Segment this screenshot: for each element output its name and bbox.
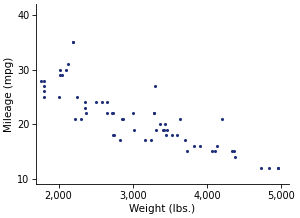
Point (214, 144, 219, 148)
Point (143, 139, 148, 142)
Point (175, 133, 180, 137)
Point (64, 68, 68, 71)
Point (82, 106, 87, 109)
Point (151, 111, 156, 115)
Point (41, 95, 46, 99)
Point (233, 155, 238, 158)
Point (132, 128, 137, 131)
Point (41, 84, 46, 88)
Point (41, 90, 46, 93)
X-axis label: Weight (lbs.): Weight (lbs.) (130, 204, 196, 214)
Point (130, 111, 135, 115)
Point (118, 139, 123, 142)
Point (177, 117, 182, 120)
Point (231, 150, 236, 153)
Point (56, 95, 61, 99)
Point (153, 84, 158, 88)
Point (149, 139, 154, 142)
Point (66, 62, 70, 66)
Point (209, 150, 214, 153)
Point (84, 111, 88, 115)
Point (58, 73, 62, 77)
Point (165, 128, 170, 131)
Point (276, 166, 281, 170)
Point (71, 41, 76, 44)
Point (169, 133, 174, 137)
Point (71, 41, 76, 44)
Point (104, 100, 109, 104)
Point (267, 166, 272, 170)
Point (192, 144, 197, 148)
Point (99, 100, 104, 104)
Point (104, 111, 109, 115)
Point (220, 117, 224, 120)
Point (184, 150, 189, 153)
Point (160, 128, 165, 131)
Point (153, 128, 158, 131)
Point (93, 100, 98, 104)
Y-axis label: Mileage (mpg): Mileage (mpg) (4, 56, 14, 132)
Point (157, 122, 162, 126)
Point (110, 133, 115, 137)
Point (182, 139, 187, 142)
Point (119, 117, 124, 120)
Point (151, 111, 156, 115)
Point (41, 79, 46, 82)
Point (164, 133, 168, 137)
Point (75, 95, 80, 99)
Point (38, 79, 43, 82)
Point (121, 117, 126, 120)
Point (60, 73, 65, 77)
Point (197, 144, 202, 148)
Point (110, 111, 115, 115)
Point (78, 117, 83, 120)
Point (73, 117, 77, 120)
Point (83, 100, 88, 104)
Point (212, 150, 217, 153)
Point (276, 166, 281, 170)
Point (58, 68, 62, 71)
Point (258, 166, 263, 170)
Point (112, 133, 117, 137)
Point (162, 122, 167, 126)
Point (162, 128, 167, 131)
Point (229, 150, 234, 153)
Point (110, 111, 114, 115)
